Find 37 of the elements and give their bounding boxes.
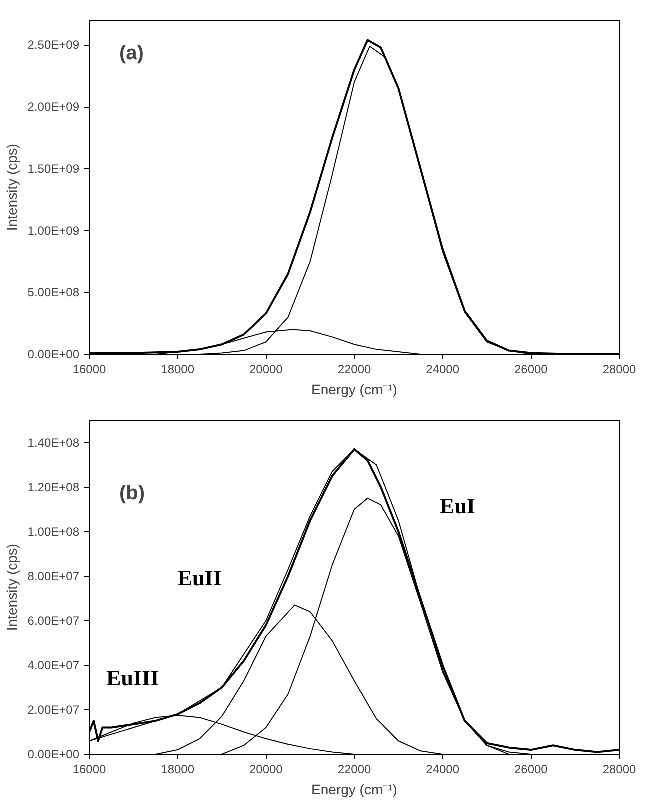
y-tick-label: 2.50E+09 <box>28 38 80 52</box>
y-tick-label: 5.00E+08 <box>28 286 80 300</box>
y-tick-label: 0.00E+00 <box>28 748 80 762</box>
x-tick-label: 16000 <box>72 762 107 776</box>
x-tick-label: 20000 <box>249 762 284 776</box>
x-tick-label: 18000 <box>161 362 195 376</box>
x-tick-label: 16000 <box>72 362 107 376</box>
x-tick-label: 22000 <box>338 362 372 376</box>
y-tick-label: 6.00E+07 <box>28 614 80 628</box>
x-tick-label: 26000 <box>514 762 548 776</box>
y-tick-label: 8.00E+07 <box>28 569 80 584</box>
x-tick-label: 26000 <box>514 362 548 376</box>
x-tick-label: 24000 <box>426 362 460 376</box>
y-tick-label: 1.00E+08 <box>28 524 80 539</box>
y-tick-label: 0.00E+00 <box>28 348 80 362</box>
x-axis-title: Energy (cm⁻¹) <box>312 382 398 398</box>
legend-label: EuIII <box>106 666 160 691</box>
annotation: (b) <box>120 482 146 504</box>
x-tick-label: 28000 <box>602 762 637 776</box>
text: EuI <box>440 493 476 518</box>
y-tick-label: 1.40E+08 <box>28 436 80 450</box>
x-axis-title: Energy (cm⁻¹) <box>312 782 398 798</box>
x-tick-label: 22000 <box>338 762 372 776</box>
y-tick-label: 1.00E+09 <box>28 224 80 238</box>
y-tick-label: 2.00E+07 <box>28 702 80 717</box>
text: EuII <box>178 565 222 590</box>
x-tick-label: 18000 <box>161 762 195 776</box>
y-tick-label: 4.00E+07 <box>28 658 80 672</box>
y-tick-label: 2.00E+09 <box>28 100 80 114</box>
y-axis-title: Intensity (cps) <box>4 544 20 632</box>
x-tick-label: 24000 <box>426 762 460 776</box>
x-tick-label: 28000 <box>602 362 637 376</box>
y-axis-title: Intensity (cps) <box>4 144 20 232</box>
x-tick-label: 20000 <box>249 362 284 376</box>
annotation: (a) <box>120 42 144 64</box>
y-tick-label: 1.50E+09 <box>28 162 80 176</box>
y-tick-label: 1.20E+08 <box>28 480 80 494</box>
